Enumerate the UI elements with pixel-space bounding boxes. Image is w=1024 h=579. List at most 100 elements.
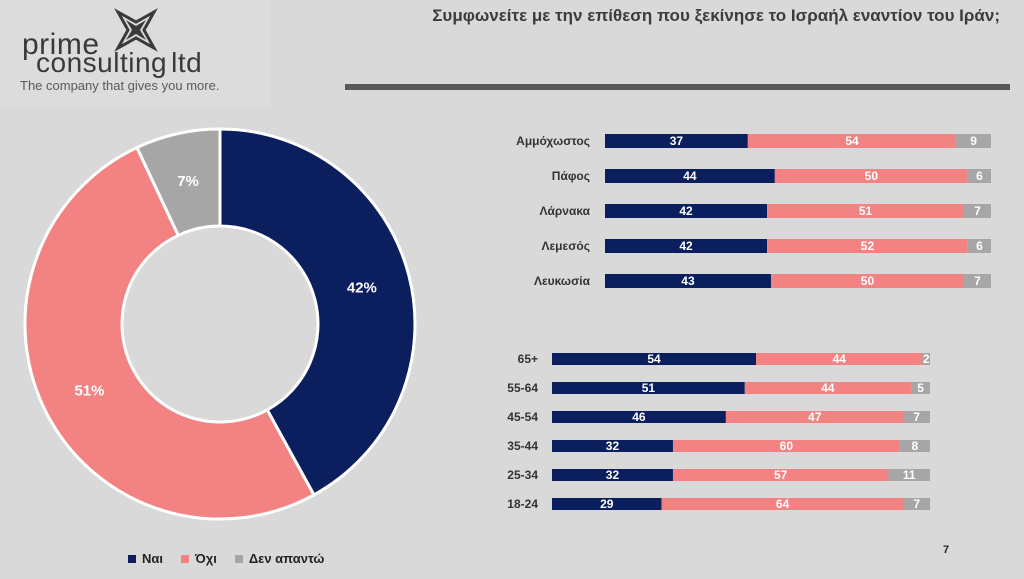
- region-bar-segment: [967, 239, 991, 253]
- age-bar-segment: [756, 353, 923, 365]
- region-bar-segment: [956, 134, 991, 148]
- legend-item: Ναι: [128, 551, 163, 566]
- age-bar-segment: [552, 382, 745, 394]
- donut-label-0: 42%: [347, 280, 377, 297]
- region-bar-value: 6: [976, 169, 983, 183]
- age-bar-segment: [552, 469, 673, 481]
- age-category-label: 65+: [518, 352, 538, 366]
- region-bar-segment: [605, 239, 768, 253]
- age-bar-segment: [552, 498, 662, 510]
- age-bar-segment: [899, 440, 930, 452]
- region-bar-segment: [767, 239, 968, 253]
- logo-star-icon: [114, 8, 158, 52]
- region-bar-value: 37: [670, 134, 684, 148]
- age-bar-segment: [672, 469, 889, 481]
- header-divider: [345, 84, 1010, 90]
- region-bar-value: 43: [681, 274, 695, 288]
- region-bar-segment: [605, 134, 748, 148]
- age-bar-segment: [552, 353, 757, 365]
- region-category-label: Λεμεσός: [541, 239, 590, 253]
- age-bar-value: 5: [917, 381, 924, 395]
- age-bar-value: 8: [912, 439, 919, 453]
- legend-swatch: [128, 554, 136, 563]
- age-bar-segment: [672, 440, 900, 452]
- legend-label: Όχι: [195, 551, 217, 566]
- age-bar-value: 47: [808, 410, 822, 424]
- region-bar-segment: [767, 204, 964, 218]
- region-bar-segment: [747, 134, 957, 148]
- age-bar-segment: [903, 411, 930, 423]
- region-bar-value: 50: [861, 274, 875, 288]
- legend-swatch: [181, 554, 189, 563]
- donut-slice-2: [134, 127, 222, 238]
- region-bar-segment: [963, 204, 991, 218]
- age-category-label: 35-44: [507, 439, 538, 453]
- region-bar-value: 42: [679, 239, 693, 253]
- logo-text-consulting: consulting ltd: [36, 47, 203, 78]
- age-bar-value: 11: [903, 468, 916, 482]
- region-category-label: Λάρνακα: [539, 204, 590, 218]
- age-bar-value: 32: [606, 439, 620, 453]
- region-bar-value: 9: [970, 134, 977, 148]
- age-bar-value: 7: [913, 497, 920, 511]
- donut-slice-1: [23, 145, 316, 521]
- legend-label: Ναι: [142, 551, 163, 566]
- region-bar-segment: [770, 274, 964, 288]
- age-bar-value: 64: [776, 497, 790, 511]
- age-bar-segment: [922, 353, 930, 365]
- age-bar-segment: [661, 498, 904, 510]
- age-bar-value: 46: [632, 410, 646, 424]
- company-logo: prime consulting ltd The company that giv…: [0, 0, 270, 106]
- region-bar-value: 44: [683, 169, 697, 183]
- legend-label: Δεν απαντώ: [248, 551, 325, 566]
- region-bar-value: 54: [845, 134, 859, 148]
- region-category-label: Αμμόχωστος: [516, 134, 590, 148]
- age-bar-segment: [552, 440, 673, 452]
- legend-item: Όχι: [181, 551, 217, 566]
- age-bar-value: 32: [606, 468, 620, 482]
- region-bar-segment: [774, 169, 968, 183]
- region-bar-segment: [605, 204, 768, 218]
- age-bar-value: 7: [913, 410, 920, 424]
- age-bar-value: 60: [780, 439, 794, 453]
- logo-text-prime: prime: [22, 28, 100, 61]
- age-bar-value: 57: [774, 468, 788, 482]
- page-number: 7: [943, 544, 950, 556]
- region-bar-segment: [967, 169, 991, 183]
- donut-label-2: 7%: [177, 173, 199, 190]
- age-category-label: 18-24: [507, 497, 538, 511]
- age-bar-segment: [744, 382, 912, 394]
- age-bar-value: 54: [647, 352, 661, 366]
- age-bar-value: 44: [821, 381, 835, 395]
- region-bar-segment: [605, 274, 771, 288]
- region-bar-value: 52: [861, 239, 875, 253]
- region-category-label: Λευκωσία: [534, 274, 591, 288]
- age-category-label: 45-54: [507, 410, 538, 424]
- region-bar-value: 50: [865, 169, 879, 183]
- donut-slice-0: [218, 127, 417, 497]
- region-bar-segment: [963, 274, 991, 288]
- region-bar-value: 42: [679, 204, 693, 218]
- page-title: Συμφωνείτε με την επίθεση που ξεκίνησε τ…: [432, 6, 1000, 25]
- age-bar-segment: [911, 382, 930, 394]
- region-bar-segment: [605, 169, 775, 183]
- legend-item: Δεν απαντώ: [234, 551, 325, 566]
- donut-chart: 42% 51% 7%: [23, 127, 417, 521]
- age-bar-segment: [725, 411, 904, 423]
- age-bar-value: 29: [600, 497, 614, 511]
- region-bar-value: 6: [976, 239, 983, 253]
- region-category-label: Πάφος: [552, 169, 590, 183]
- age-bar-value: 44: [833, 352, 847, 366]
- age-bar-value: 51: [642, 381, 656, 395]
- age-category-label: 55-64: [507, 381, 538, 395]
- logo-tagline: The company that gives you more.: [20, 78, 220, 93]
- age-bar-segment: [903, 498, 930, 510]
- region-bar-value: 51: [859, 204, 873, 218]
- region-bar-value: 7: [974, 204, 981, 218]
- donut-label-1: 51%: [74, 383, 104, 400]
- region-bar-value: 7: [974, 274, 981, 288]
- age-bar-segment: [888, 469, 930, 481]
- age-bar-value: 2: [923, 352, 930, 366]
- legend-swatch: [234, 554, 243, 563]
